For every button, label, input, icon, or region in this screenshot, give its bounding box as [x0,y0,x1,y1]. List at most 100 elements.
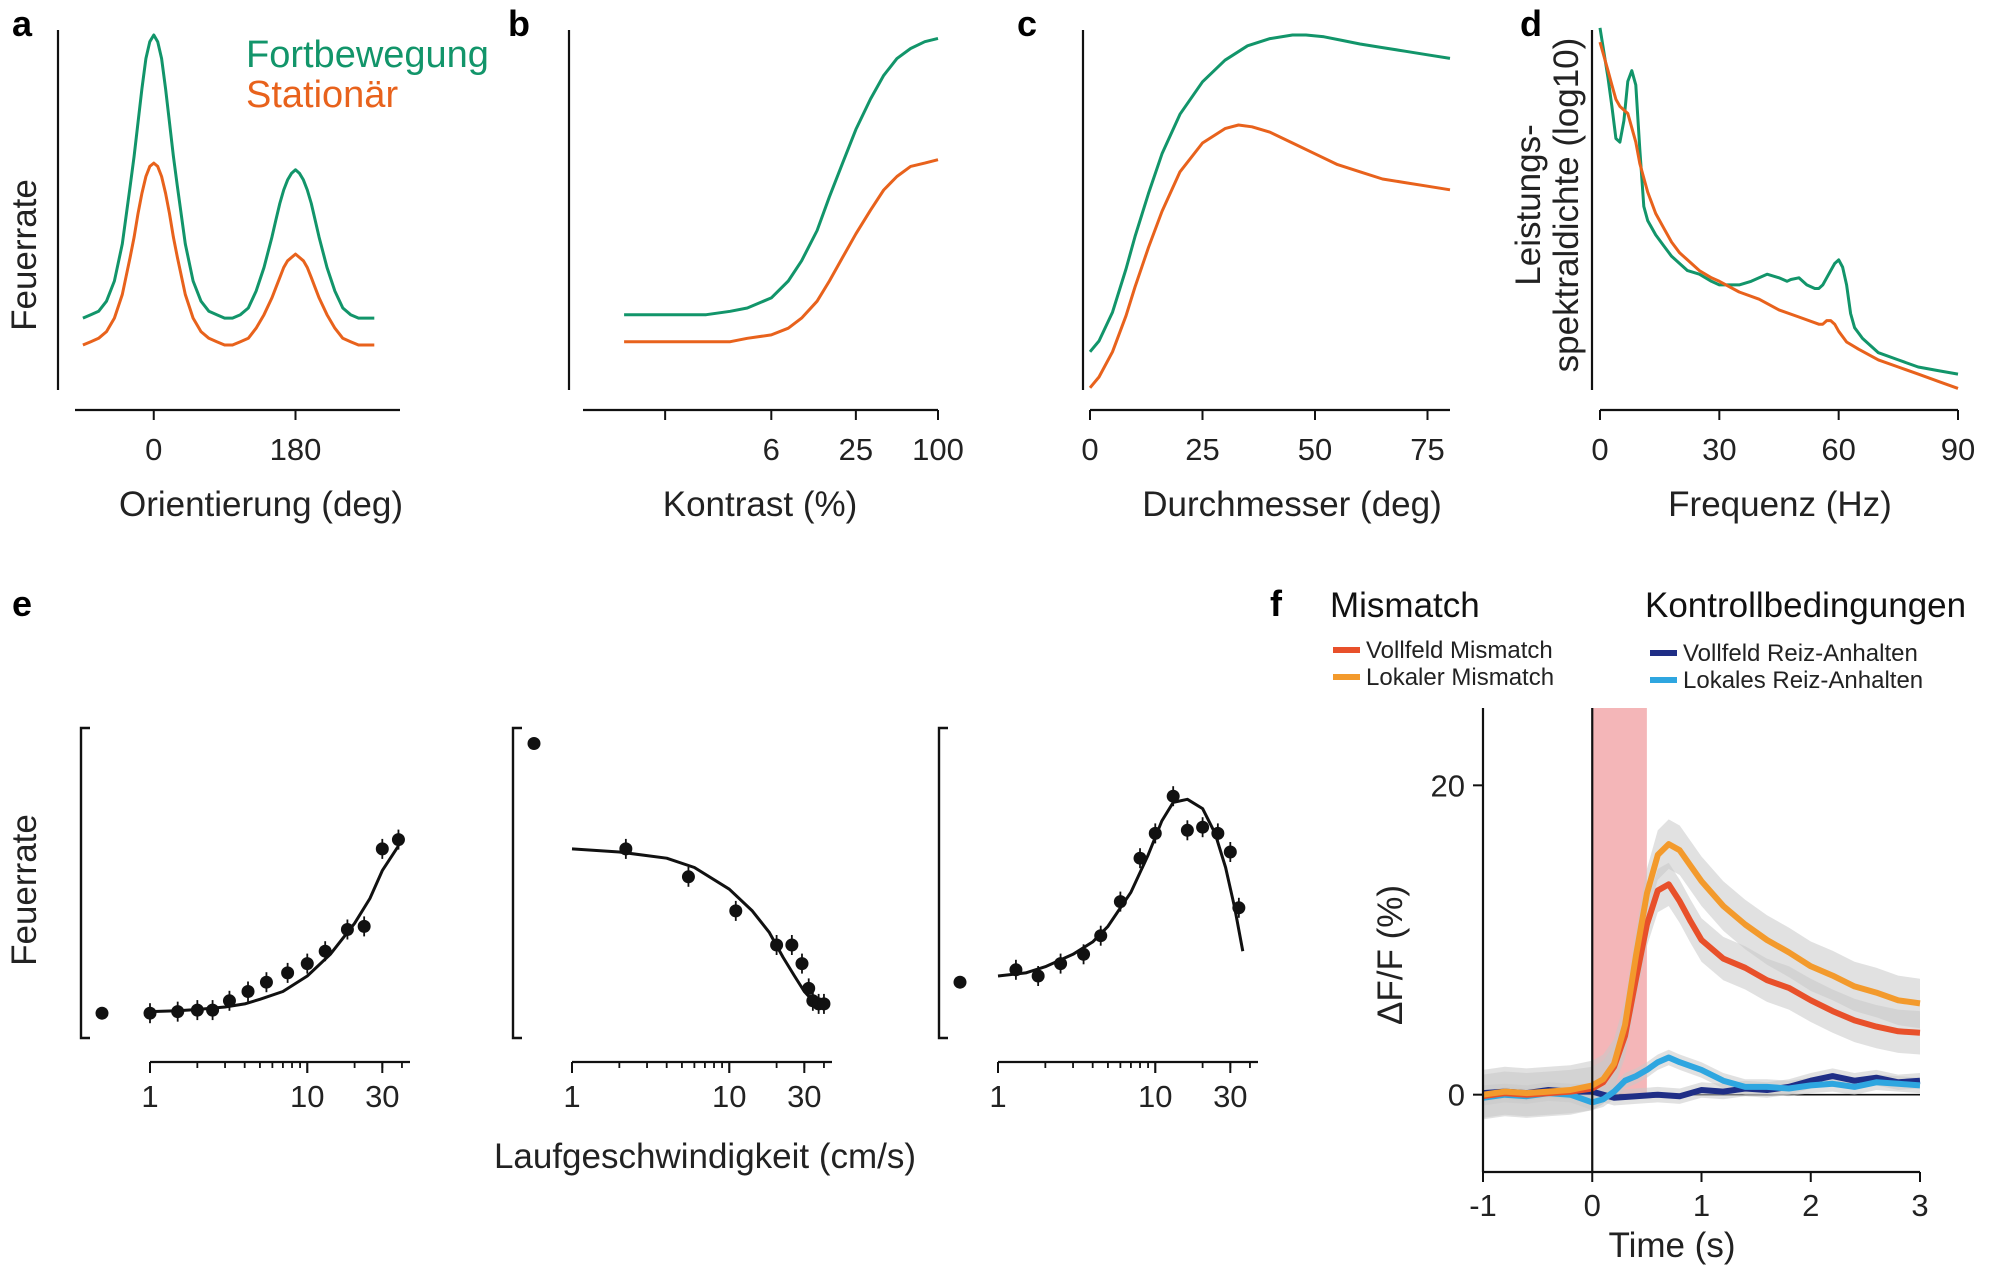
panel-e-1-point-12 [375,842,389,856]
panel-a-ylabel: Feuerrate [5,179,44,331]
panel-e-1-point-9 [318,944,332,958]
panel-e-1-point-8 [300,957,314,971]
panel-letter-c: c [1017,3,1037,44]
panel-e-2-xtick-label-1: 10 [712,1079,746,1114]
panel-e-2-fit-curve [571,847,825,1006]
panel-e-3-point-9 [1180,823,1194,837]
panel-e-3-point-2 [1054,957,1068,971]
panel-e-3-point-8 [1166,789,1180,803]
legend-group-control-title: Kontrollbedingungen [1645,586,1966,625]
panel-f-xtick-label-3: 2 [1802,1188,1819,1223]
panel-c-xtick-label-2: 50 [1298,432,1332,467]
panel-f: Mismatch Kontrollbedingungen Vollfeld Mi… [1330,586,1966,1265]
panel-b: Kontrast (%) 6 25 100 [567,30,964,524]
panel-a-xtick-label-0: 0 [145,432,162,467]
panel-e-ylabel: Feuerrate [5,814,44,966]
panel-c-xtick-label-0: 0 [1081,432,1098,467]
panel-d-lines [1598,27,1959,390]
panel-e-3-point-7 [1148,826,1162,840]
panel-b-series-fortbewegung [624,36,939,317]
panel-e-1-xtick-label-2: 30 [365,1079,399,1114]
panel-e-3-xtick-label-0: 1 [989,1079,1006,1114]
panel-b-xlabel: Kontrast (%) [663,485,858,524]
panel-e-1-point-13 [391,833,405,847]
panel-e-xlabel: Laufgeschwindigkeit (cm/s) [494,1137,916,1176]
panel-f-ytick-label-1: 20 [1431,768,1465,803]
panel-e-3-point-6 [1133,851,1147,865]
panel-e-1-point-1 [171,1005,185,1019]
panel-a-xtick-label-1: 180 [270,432,322,467]
panel-e-2-stationary-point [527,737,541,750]
panel-a-lines [82,33,375,347]
legend-item-lokaler-mismatch: Lokaler Mismatch [1366,664,1554,691]
panel-a-xlabel: Orientierung (deg) [119,485,403,524]
panel-d: Leistungs- spektraldichte (log10) Freque… [1509,27,1975,524]
panel-a: Feuerrate Orientierung (deg) Fortbewegun… [5,30,489,524]
legend-item-vollfeld-reiz: Vollfeld Reiz-Anhalten [1683,640,1918,667]
panel-e-3-stationary-point [953,975,967,989]
panel-e-2-point-0 [619,842,633,856]
panel-f-series-lokaler-mismatch [1482,841,1921,1098]
panel-c-series-stationaer [1088,123,1451,389]
panel-c-lines [1088,33,1451,389]
panel-e-subplot-2: 1 10 30 [511,726,832,1114]
panel-d-xtick-label-1: 30 [1702,432,1736,467]
panel-d-ylabel-line2: spektraldichte (log10) [1547,38,1586,373]
panel-e-2-point-1 [681,870,695,884]
panel-e-2-point-9 [817,997,831,1011]
panel-c: Durchmesser (deg) 0 25 50 75 [1081,30,1451,524]
panel-d-xtick-label-2: 60 [1821,432,1855,467]
panel-f-xtick-label-4: 3 [1911,1188,1928,1223]
panel-e-2-point-4 [785,938,799,952]
panel-letter-b: b [508,3,530,44]
panel-c-xtick-label-1: 25 [1185,432,1219,467]
panel-f-series-lokales-reiz-anhalten [1482,1054,1921,1106]
panel-f-plot: -1 0 1 2 3 0 20 [1431,708,1929,1223]
panel-c-xtick-label-3: 75 [1410,432,1444,467]
panel-e-2-xtick-label-2: 30 [787,1079,821,1114]
panel-e-1-point-6 [259,975,273,989]
panel-c-series-fortbewegung [1088,33,1451,353]
panel-e-3-xtick-label-1: 10 [1138,1079,1172,1114]
panel-b-lines [624,36,939,344]
panel-d-ticks: 0 30 60 90 [1591,410,1975,467]
panel-f-xlabel: Time (s) [1608,1226,1735,1265]
panel-e-3-point-5 [1113,895,1127,909]
panel-e-1-xtick-label-0: 1 [141,1079,158,1114]
panel-b-ticks: 6 25 100 [664,410,964,467]
panel-e-3-point-11 [1211,826,1225,840]
panel-e-1-point-10 [340,923,354,936]
panel-c-xlabel: Durchmesser (deg) [1142,485,1442,524]
legend-group-mismatch-title: Mismatch [1330,586,1480,625]
panel-f-ylabel: ΔF/F (%) [1371,885,1410,1025]
panel-d-xtick-label-0: 0 [1591,432,1608,467]
panel-letter-f: f [1270,583,1283,624]
panel-d-series-stationaer [1598,41,1959,390]
panel-e-1-point-4 [222,994,236,1008]
panel-letter-d: d [1520,3,1542,44]
panel-e-1-y-bracket [79,726,90,1040]
panel-e-1-stationary-point [95,1006,109,1020]
panel-b-xtick-label-3: 100 [912,432,964,467]
panel-f-ytick-label-0: 0 [1448,1078,1465,1113]
panel-d-xtick-label-3: 90 [1941,432,1975,467]
panel-e-3-y-bracket [937,726,948,1040]
legend-fortbewegung: Fortbewegung [246,34,489,76]
panel-b-xtick-label-1: 6 [763,432,780,467]
panel-e-1-point-2 [190,1003,204,1017]
panel-e-2-point-2 [729,904,743,918]
panel-b-series-stationaer [624,158,939,344]
panel-e-1-point-0 [143,1006,157,1020]
panel-a-ticks: 0 180 [145,410,321,467]
panel-e-1-point-3 [206,1003,220,1017]
panel-e-2-y-bracket [511,726,522,1040]
panel-e-2-point-5 [795,957,809,971]
panel-c-ticks: 0 25 50 75 [1081,410,1445,467]
panel-d-ylabel-line1: Leistungs- [1509,124,1548,285]
panel-e-3-point-0 [1009,963,1023,977]
panel-e-3-point-10 [1196,820,1210,834]
panel-e-3-point-12 [1223,845,1237,859]
panel-d-series-fortbewegung [1598,27,1959,376]
legend-item-vollfeld-mismatch: Vollfeld Mismatch [1366,637,1553,664]
panel-e-1-point-5 [241,985,255,998]
